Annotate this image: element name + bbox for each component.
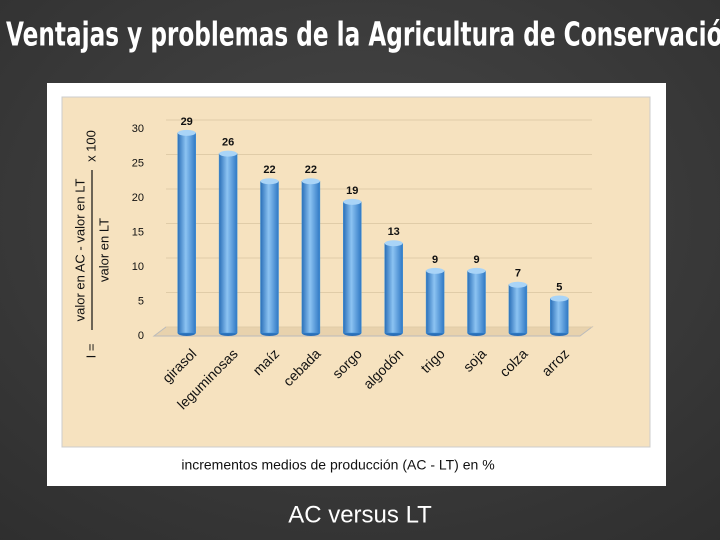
x-axis-label: incrementos medios de producción (AC - L… (181, 457, 494, 473)
bar-top (550, 295, 569, 302)
bar (550, 298, 569, 334)
y-axis-label: I = valor en AC - valor en LT valor en L… (72, 130, 111, 358)
bar (301, 180, 321, 334)
y-tick-label: 0 (138, 330, 144, 342)
data-label: 13 (388, 226, 400, 238)
y-label-numerator: valor en AC - valor en LT (72, 179, 87, 322)
bar (467, 270, 486, 334)
y-tick-label: 5 (138, 295, 144, 307)
caption: AC versus LT (288, 501, 432, 528)
y-tick-label: 15 (132, 226, 144, 238)
data-label: 7 (515, 268, 521, 280)
y-label-denominator: valor en LT (96, 218, 111, 282)
bar-top (177, 129, 196, 136)
bar-top (343, 198, 362, 205)
y-tick-label: 10 (132, 261, 144, 273)
y-label-factor: x 100 (83, 130, 98, 162)
slide-title: 3. Ventajas y problemas de la Agricultur… (0, 14, 720, 53)
bar (384, 243, 403, 334)
data-label: 19 (346, 185, 358, 197)
bar (260, 180, 279, 334)
bar-top (301, 178, 320, 185)
data-label: 29 (181, 116, 193, 128)
bar (425, 270, 445, 334)
bar (177, 132, 196, 334)
data-label: 22 (263, 164, 275, 176)
y-tick-label: 25 (132, 157, 144, 169)
bar-top (219, 150, 238, 157)
y-tick-label: 20 (132, 192, 144, 204)
data-label: 9 (473, 254, 479, 266)
data-label: 9 (432, 254, 438, 266)
data-label: 22 (305, 164, 317, 176)
data-label: 5 (556, 281, 562, 293)
bar (218, 153, 238, 334)
bar-top (508, 281, 527, 288)
bar-top (426, 267, 445, 274)
bar-top (384, 240, 403, 247)
bar (343, 201, 362, 334)
bar (508, 284, 528, 334)
bar-top (467, 267, 486, 274)
y-label-prefix: I = (83, 344, 98, 359)
y-tick-label: 30 (132, 123, 144, 135)
data-label: 26 (222, 137, 234, 149)
bar-top (260, 178, 279, 185)
